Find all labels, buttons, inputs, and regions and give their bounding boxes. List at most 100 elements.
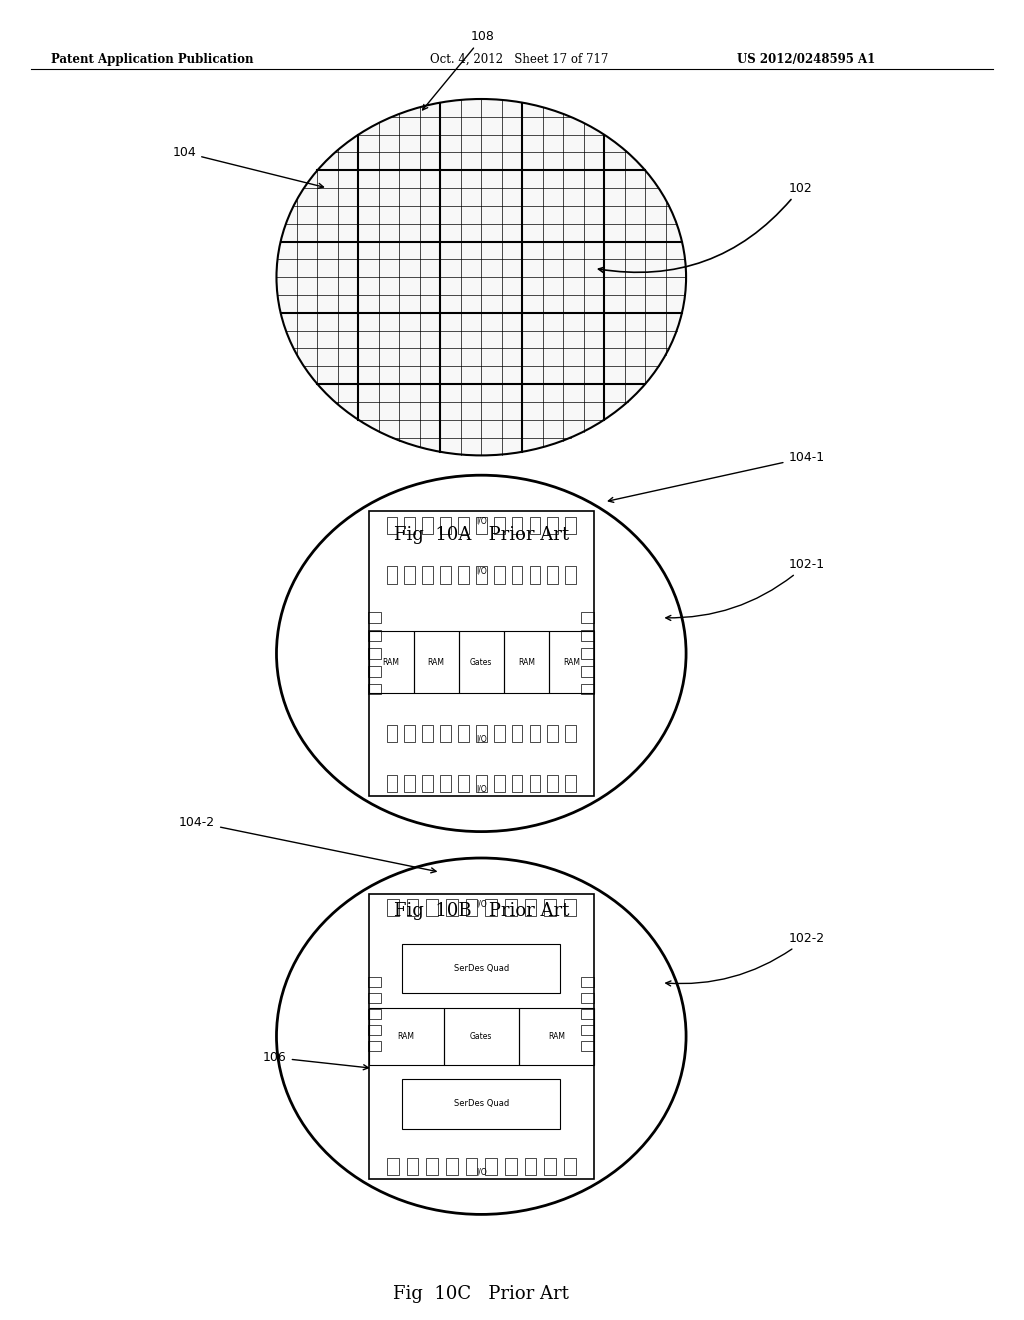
Ellipse shape [276,858,686,1214]
Bar [369,630,381,642]
Bar [404,516,415,533]
Bar [445,899,458,916]
Bar [582,630,594,642]
Text: RAM: RAM [518,657,535,667]
Bar [476,725,486,742]
Text: US 2012/0248595 A1: US 2012/0248595 A1 [737,53,876,66]
Bar [386,566,397,583]
Text: 102-1: 102-1 [666,558,824,620]
Bar [402,944,560,994]
Text: Gates: Gates [470,1032,493,1040]
Text: 106: 106 [263,1051,369,1069]
Bar [582,684,594,694]
Bar [458,775,469,792]
Text: 104-2: 104-2 [179,816,436,873]
Bar [524,899,537,916]
Bar [548,775,558,792]
Text: I/O: I/O [476,784,486,793]
Bar [422,725,433,742]
Ellipse shape [276,475,686,832]
Bar [422,566,433,583]
Bar [494,566,505,583]
Text: Oct. 4, 2012   Sheet 17 of 717: Oct. 4, 2012 Sheet 17 of 717 [430,53,608,66]
Bar [426,899,438,916]
Bar [422,516,433,533]
Bar [458,566,469,583]
Bar [369,1008,381,1019]
Text: Gates: Gates [470,657,493,667]
Bar [582,1008,594,1019]
Bar [369,977,381,986]
Bar [529,775,541,792]
Bar [494,775,505,792]
Bar [512,725,522,742]
Bar [582,1041,594,1051]
Bar [422,775,433,792]
Bar [544,1158,556,1175]
Bar [369,684,381,694]
Text: 102-2: 102-2 [666,932,824,986]
Bar [548,516,558,533]
Bar [404,566,415,583]
Bar [414,631,459,693]
Bar [529,725,541,742]
Text: RAM: RAM [383,657,399,667]
Bar [387,899,398,916]
Bar [369,665,381,677]
Text: I/O: I/O [476,899,486,908]
Bar [466,899,477,916]
Bar [458,516,469,533]
Text: Fig  10C   Prior Art: Fig 10C Prior Art [393,1284,569,1303]
Bar [458,725,469,742]
Bar [369,1007,443,1065]
Bar [476,566,486,583]
Text: 102: 102 [598,182,812,272]
Bar [544,899,556,916]
Bar [565,775,577,792]
Text: 104: 104 [172,147,324,189]
Text: SerDes Quad: SerDes Quad [454,1100,509,1109]
Bar [466,1158,477,1175]
Text: RAM: RAM [563,657,580,667]
Bar [445,1158,458,1175]
Text: I/O: I/O [476,1168,486,1176]
Text: I/O: I/O [476,735,486,744]
Bar [369,1041,381,1051]
Bar [440,775,451,792]
Bar [505,1158,517,1175]
Text: RAM: RAM [397,1032,415,1040]
Bar [565,516,577,533]
Ellipse shape [276,99,686,455]
Bar [440,725,451,742]
Bar [440,566,451,583]
Text: RAM: RAM [548,1032,565,1040]
Bar [369,1026,381,1035]
Bar [494,516,505,533]
Bar [548,566,558,583]
Bar [485,1158,497,1175]
Bar [485,899,497,916]
Bar [565,725,577,742]
Bar [369,631,414,693]
Text: Fig  10B   Prior Art: Fig 10B Prior Art [393,902,569,920]
Text: RAM: RAM [428,657,444,667]
Bar [386,775,397,792]
Bar [476,775,486,792]
Bar [512,516,522,533]
Bar [512,566,522,583]
Bar [549,631,594,693]
Bar [387,1158,398,1175]
Bar [582,665,594,677]
Bar [369,648,381,659]
Bar [459,631,504,693]
Bar [404,775,415,792]
Bar [443,1007,519,1065]
Bar [494,725,505,742]
Bar [582,993,594,1003]
Bar [440,516,451,533]
Text: Fig  10A   Prior Art: Fig 10A Prior Art [393,525,569,544]
Text: Patent Application Publication: Patent Application Publication [51,53,254,66]
Bar [529,516,541,533]
Bar [386,725,397,742]
Bar [407,899,419,916]
